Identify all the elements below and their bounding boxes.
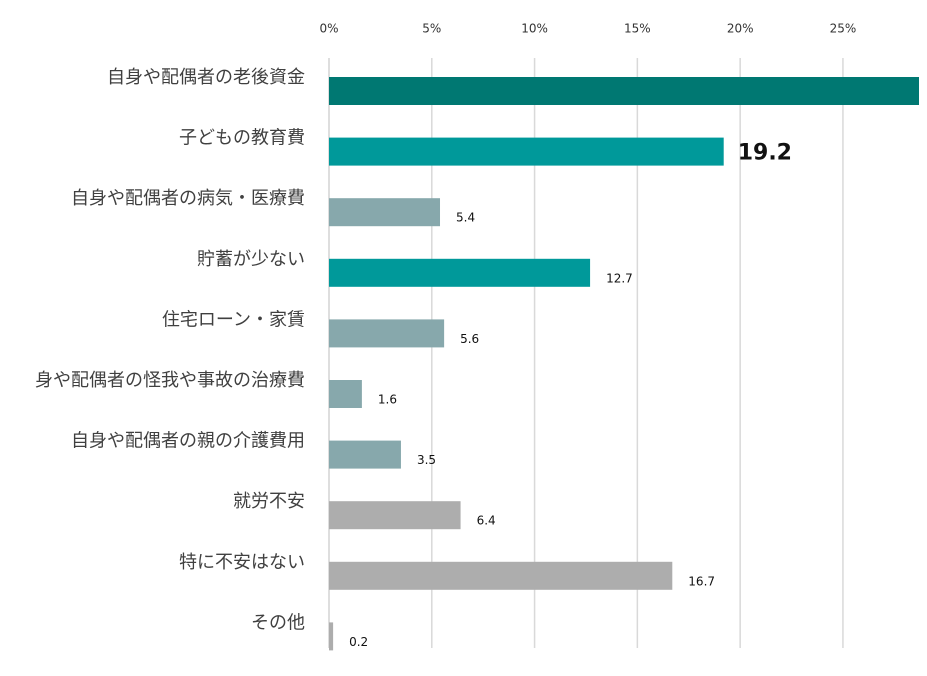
data-label-highlight: 19.2 <box>738 141 792 166</box>
bar <box>329 501 461 530</box>
data-label: 3.5 <box>417 453 436 467</box>
category-label: 身や配偶者の怪我や事故の治療費 <box>35 370 305 391</box>
value-labels: 19.2 5.4 12.7 5.6 1.6 3.5 6.4 16.7 0.2 <box>349 141 792 649</box>
data-label: 1.6 <box>378 393 397 407</box>
x-tick-label: 25% <box>830 22 857 36</box>
data-label: 0.2 <box>349 635 368 649</box>
x-tick-label: 10% <box>521 22 548 36</box>
x-tick-label: 5% <box>422 22 441 36</box>
x-tick-label: 15% <box>624 22 651 36</box>
data-label: 5.6 <box>460 332 479 346</box>
bar <box>329 440 401 469</box>
category-label: 特に不安はない <box>179 552 305 573</box>
category-labels: 自身や配偶者の老後資金子どもの教育費自身や配偶者の病気・医療費貯蓄が少ない住宅ロ… <box>35 67 305 633</box>
data-label: 12.7 <box>606 271 633 285</box>
bar <box>329 380 362 408</box>
bar <box>329 319 445 348</box>
category-label: 就労不安 <box>233 491 305 512</box>
data-label: 16.7 <box>688 574 715 588</box>
x-tick-label: 0% <box>319 22 338 36</box>
bar <box>329 77 919 105</box>
category-label: その他 <box>251 612 305 633</box>
category-label: 貯蓄が少ない <box>197 249 305 270</box>
x-tick-label: 20% <box>727 22 754 36</box>
bar <box>329 137 724 166</box>
category-label: 自身や配偶者の病気・医療費 <box>71 188 305 209</box>
bar <box>329 198 441 227</box>
category-label: 自身や配偶者の老後資金 <box>107 67 305 88</box>
bar <box>329 258 591 287</box>
data-label: 6.4 <box>477 514 496 528</box>
bar <box>329 561 673 590</box>
category-label: 子どもの教育費 <box>179 128 305 149</box>
category-label: 住宅ローン・家賃 <box>162 309 305 330</box>
bars <box>329 77 919 651</box>
bar <box>329 622 334 651</box>
data-label: 5.4 <box>456 211 475 225</box>
x-axis-ticks: 0% 5% 10% 15% 20% 25% <box>319 22 856 36</box>
category-label: 自身や配偶者の親の介護費用 <box>71 431 305 452</box>
